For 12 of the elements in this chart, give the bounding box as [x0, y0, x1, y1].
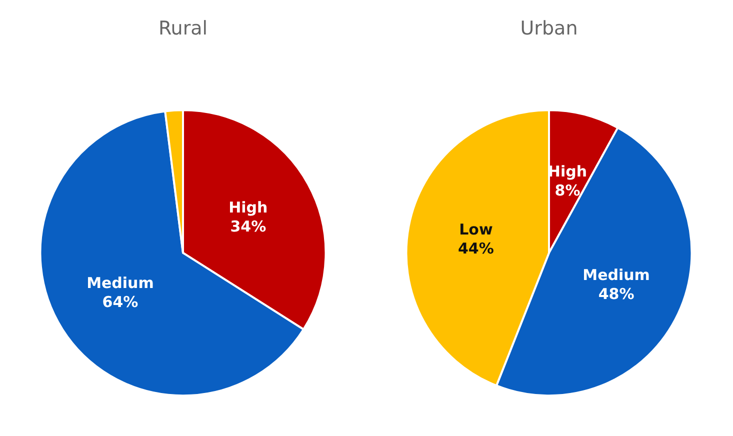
data-label: 48% — [598, 285, 634, 304]
chart-title: Urban — [520, 18, 578, 40]
slice-label: Low — [459, 220, 493, 238]
slice-label: Medium — [582, 266, 650, 284]
slice-label: High — [548, 162, 588, 180]
data-label: 64% — [102, 293, 138, 312]
data-label: 34% — [230, 218, 266, 236]
slice-label: High — [228, 198, 268, 217]
slice-label: Medium — [86, 274, 154, 292]
data-label: 8% — [554, 181, 580, 200]
data-label: 44% — [458, 239, 494, 258]
chart-title: Rural — [158, 18, 208, 40]
